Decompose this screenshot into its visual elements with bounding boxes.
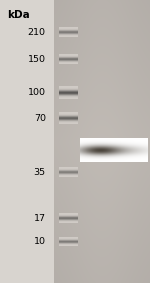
Text: 17: 17: [34, 214, 46, 223]
Text: kDa: kDa: [7, 10, 29, 20]
Text: 70: 70: [34, 114, 46, 123]
Text: 35: 35: [34, 168, 46, 177]
Text: 10: 10: [34, 237, 46, 246]
Bar: [0, 0, 54, 283]
Text: 100: 100: [28, 88, 46, 97]
Text: 150: 150: [28, 55, 46, 64]
Text: 210: 210: [28, 28, 46, 37]
